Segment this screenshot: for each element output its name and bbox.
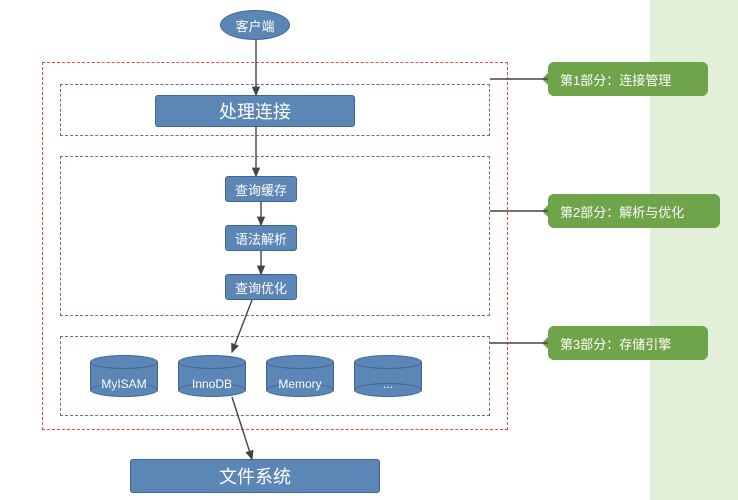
callout-1: 第1部分：连接管理 <box>548 62 708 96</box>
node-filesystem-label: 文件系统 <box>219 463 291 489</box>
node-optimizer-label: 查询优化 <box>235 278 287 297</box>
callout-3-label: 第3部分：存储引擎 <box>560 334 671 353</box>
callout-1-label: 第1部分：连接管理 <box>560 70 671 89</box>
architecture-diagram: 客户端 处理连接 查询缓存 语法解析 查询优化 文件系统 MyISAM Inno… <box>0 0 738 500</box>
node-filesystem: 文件系统 <box>130 459 380 493</box>
node-client: 客户端 <box>220 10 290 40</box>
callout-2: 第2部分：解析与优化 <box>548 194 720 228</box>
storage-engine-cylinder: Memory <box>266 355 334 397</box>
callout-2-label: 第2部分：解析与优化 <box>560 202 684 221</box>
storage-engine-cylinder: InnoDB <box>178 355 246 397</box>
node-cache-label: 查询缓存 <box>235 180 287 199</box>
storage-engine-label: InnoDB <box>178 377 246 391</box>
storage-engine-label: Memory <box>266 377 334 391</box>
node-cache: 查询缓存 <box>225 176 297 202</box>
storage-engine-label: MyISAM <box>90 377 158 391</box>
storage-engine-cylinder: MyISAM <box>90 355 158 397</box>
node-parser-label: 语法解析 <box>235 229 287 248</box>
node-connection-label: 处理连接 <box>219 98 291 124</box>
node-parser: 语法解析 <box>225 225 297 251</box>
callout-3: 第3部分：存储引擎 <box>548 326 708 360</box>
storage-engine-cylinder: ... <box>354 355 422 397</box>
node-optimizer: 查询优化 <box>225 274 297 300</box>
node-connection: 处理连接 <box>155 95 355 127</box>
storage-engine-label: ... <box>354 377 422 391</box>
node-client-label: 客户端 <box>235 16 274 35</box>
